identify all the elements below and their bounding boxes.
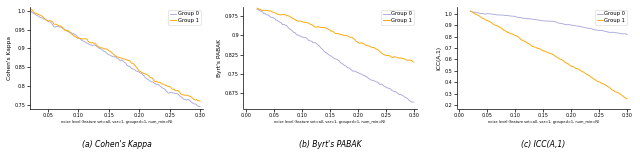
X-axis label: noise level (feature set=all, var=1, grouped=1, num_min=N): noise level (feature set=all, var=1, gro… [61, 120, 172, 124]
Text: (c) ICC(A,1): (c) ICC(A,1) [521, 140, 565, 149]
Line: Group 0: Group 0 [470, 11, 627, 34]
X-axis label: noise level (feature set=all, var=1, grouped=1, num_min=N): noise level (feature set=all, var=1, gro… [274, 120, 385, 124]
Group 0 [410, 101, 418, 103]
X-axis label: noise level (feature set=all, var=1, grouped=1, num_min=N): noise level (feature set=all, var=1, gro… [488, 120, 599, 124]
Group 0 [122, 62, 130, 64]
Group 1 [115, 56, 123, 58]
Group 0 [144, 78, 152, 80]
Group 0 [596, 29, 604, 31]
Group 1 [518, 39, 526, 41]
Group 1 [529, 46, 536, 47]
Legend: Group 0, Group 1: Group 0, Group 1 [381, 10, 414, 25]
Y-axis label: Cohen's Kappa: Cohen's Kappa [7, 36, 12, 80]
Group 1 [548, 53, 556, 55]
Group 1 [596, 81, 604, 83]
Group 0 [115, 59, 123, 60]
Group 1 [144, 74, 152, 76]
Group 0 [623, 33, 631, 35]
Y-axis label: ICC(A,1): ICC(A,1) [437, 46, 442, 70]
Line: Group 0: Group 0 [257, 9, 414, 102]
Line: Group 0: Group 0 [30, 11, 200, 107]
Group 1 [305, 22, 312, 24]
Legend: Group 0, Group 1: Group 0, Group 1 [595, 10, 627, 25]
Group 0 [196, 106, 204, 108]
Group 1 [26, 8, 34, 10]
Group 1 [196, 100, 204, 102]
Group 0 [408, 101, 415, 103]
Group 1 [93, 45, 101, 47]
Group 0 [166, 91, 174, 93]
Group 1 [316, 26, 323, 28]
Group 1 [362, 44, 369, 46]
Group 1 [575, 68, 582, 70]
Group 0 [93, 46, 101, 48]
Group 0 [548, 20, 556, 22]
Group 0 [529, 18, 536, 20]
Group 1 [555, 58, 563, 59]
Group 0 [467, 11, 474, 12]
Group 1 [410, 61, 418, 63]
Group 1 [253, 7, 261, 9]
Y-axis label: Byrt's PABAK: Byrt's PABAK [217, 39, 222, 77]
Group 1 [166, 86, 174, 88]
Group 1 [82, 38, 90, 40]
Group 0 [254, 9, 262, 10]
Group 0 [82, 41, 90, 43]
Group 0 [337, 62, 344, 63]
Line: Group 1: Group 1 [470, 11, 627, 99]
Group 0 [342, 66, 350, 67]
Text: (a) Cohen's Kappa: (a) Cohen's Kappa [82, 140, 152, 149]
Group 1 [342, 34, 349, 36]
Line: Group 1: Group 1 [257, 8, 414, 62]
Group 0 [306, 40, 314, 42]
Group 0 [253, 9, 261, 10]
Group 0 [575, 25, 582, 27]
Group 0 [518, 17, 526, 19]
Group 0 [383, 87, 391, 89]
Group 0 [316, 46, 324, 48]
Group 1 [122, 59, 130, 61]
Group 0 [555, 22, 563, 24]
Group 1 [383, 55, 390, 56]
Group 1 [467, 10, 474, 12]
Group 1 [623, 98, 631, 100]
Line: Group 1: Group 1 [30, 9, 200, 101]
Group 1 [335, 33, 343, 35]
Group 0 [26, 10, 34, 12]
Group 0 [363, 75, 371, 77]
Text: (b) Byrt's PABAK: (b) Byrt's PABAK [298, 140, 361, 149]
Legend: Group 0, Group 1: Group 0, Group 1 [168, 10, 200, 25]
